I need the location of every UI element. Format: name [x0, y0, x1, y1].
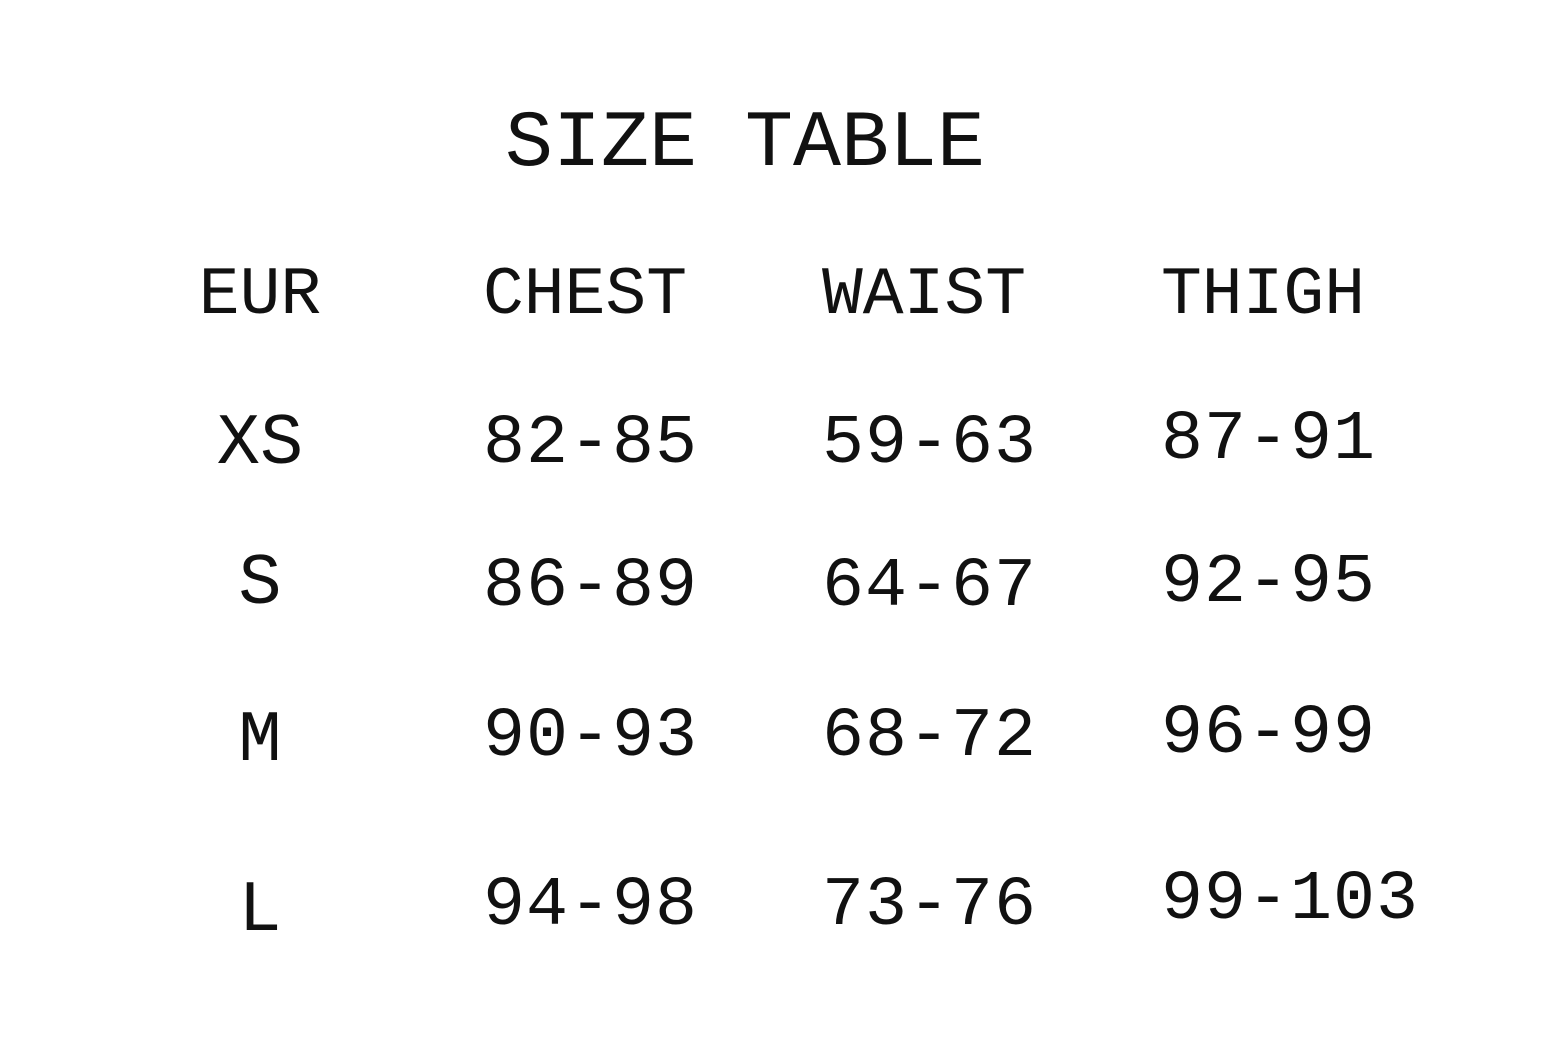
size-label: M [238, 700, 282, 782]
thigh-value: 92-95 [1161, 544, 1377, 623]
size-label: XS [216, 403, 304, 485]
waist-value: 59-63 [822, 405, 1038, 484]
waist-value: 64-67 [822, 548, 1038, 627]
chest-value: 82-85 [483, 405, 699, 484]
size-label: L [238, 870, 282, 952]
column-header-waist: WAIST [822, 257, 1027, 334]
column-header-eur: EUR [198, 257, 322, 334]
waist-value: 68-72 [822, 698, 1038, 777]
size-label: S [238, 543, 282, 625]
thigh-value: 99-103 [1161, 861, 1420, 940]
page-title: SIZE TABLE [504, 99, 986, 190]
thigh-value: 96-99 [1161, 695, 1377, 774]
chest-value: 94-98 [483, 867, 699, 946]
chest-value: 90-93 [483, 698, 699, 777]
column-header-chest: CHEST [483, 257, 688, 334]
chest-value: 86-89 [483, 548, 699, 627]
thigh-value: 87-91 [1161, 401, 1377, 480]
column-header-thigh: THIGH [1161, 257, 1366, 334]
waist-value: 73-76 [822, 867, 1038, 946]
